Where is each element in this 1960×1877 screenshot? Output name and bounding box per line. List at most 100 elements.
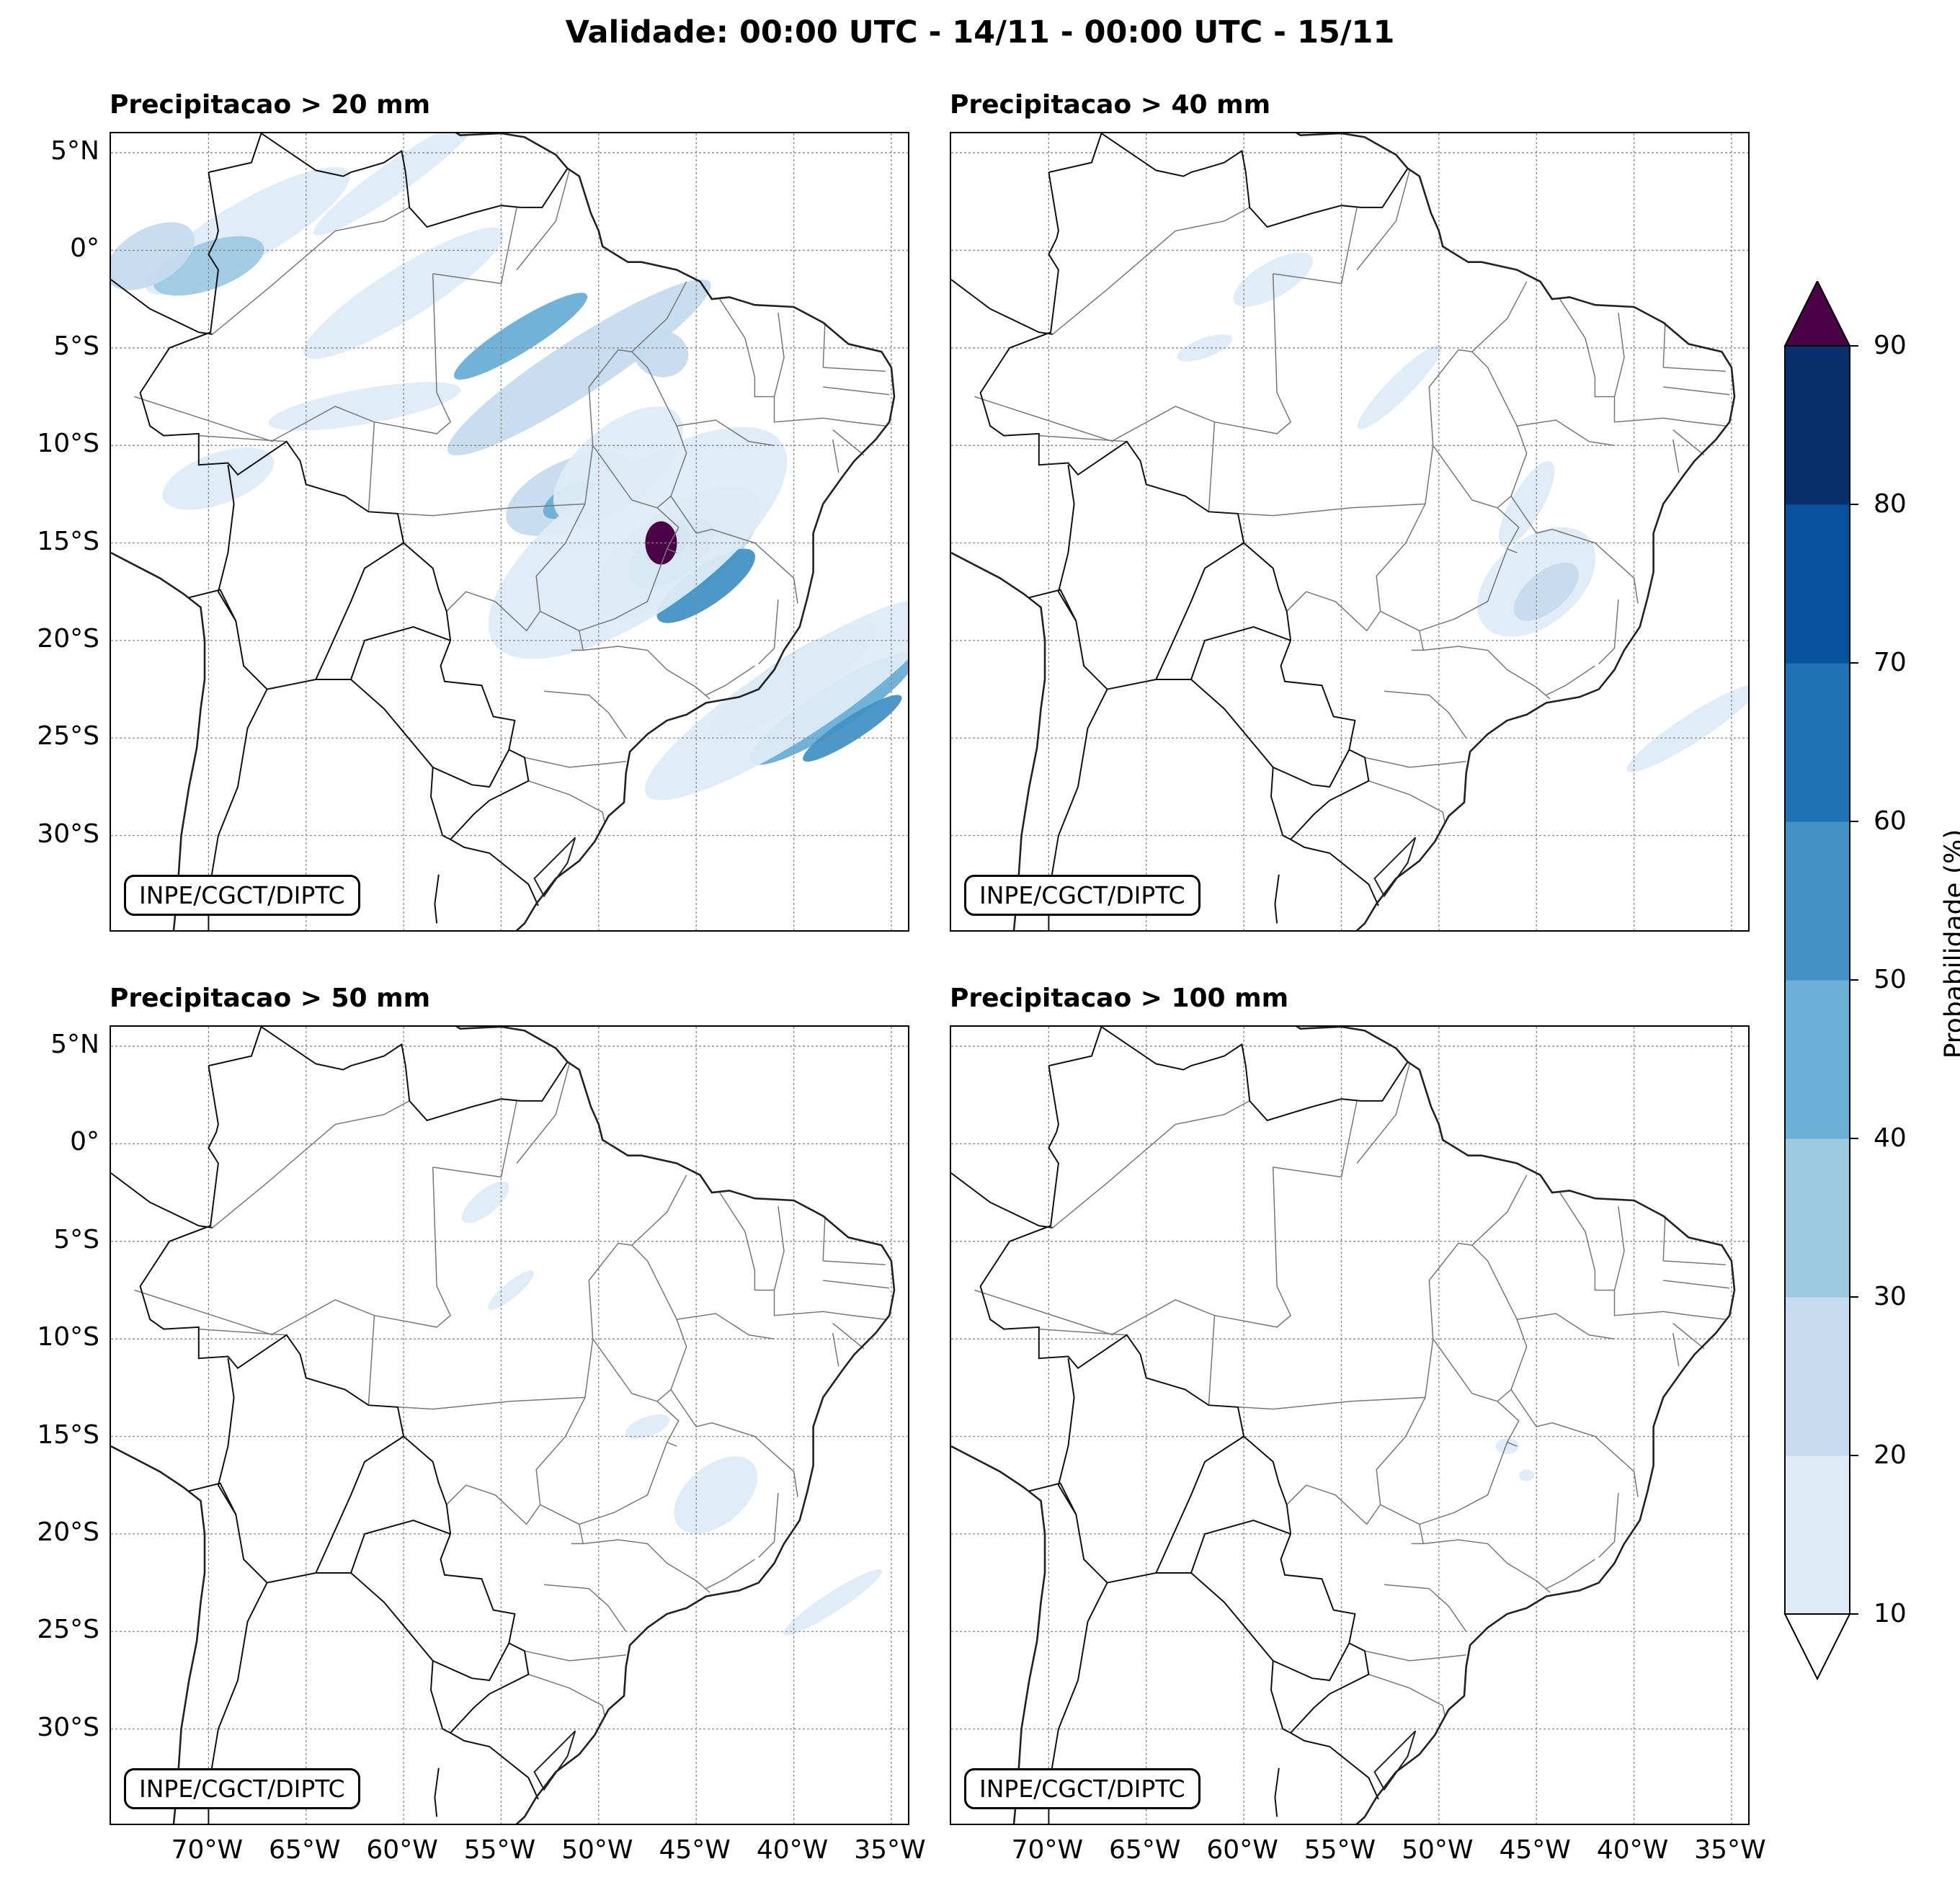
- state-boundary: [1672, 439, 1680, 473]
- state-boundary: [1613, 1290, 1726, 1320]
- credit-label: INPE/CGCT/DIPTC: [964, 875, 1200, 916]
- colorbar-tick-label: 90: [1874, 331, 1907, 360]
- coastline: [111, 551, 206, 930]
- probability-area: [1518, 1469, 1535, 1481]
- state-boundary: [446, 1484, 541, 1525]
- country-border: [1057, 1358, 1244, 1584]
- coastline: [951, 551, 1046, 930]
- state-boundary: [1662, 1216, 1666, 1261]
- country-border: [349, 1519, 510, 1682]
- state-boundary: [579, 1441, 677, 1525]
- state-boundary: [1423, 1539, 1551, 1593]
- country-border: [1270, 1660, 1291, 1734]
- country-border: [189, 589, 237, 622]
- state-boundary: [543, 1584, 627, 1632]
- state-boundary: [374, 1167, 452, 1328]
- state-boundary: [676, 419, 775, 446]
- state-boundary: [270, 1299, 375, 1406]
- probability-area: [461, 1181, 509, 1223]
- country-border: [951, 279, 1053, 335]
- state-boundary: [670, 496, 798, 604]
- colorbar-tick-mark: [1850, 662, 1858, 664]
- probability-area: [488, 1270, 534, 1310]
- probability-area: [453, 293, 588, 380]
- longitude-tick-label: 50°W: [1402, 1835, 1474, 1865]
- lagoon-outline: [1373, 837, 1417, 898]
- latitude-tick-label: 5°S: [53, 1224, 99, 1254]
- state-boundary: [670, 1389, 798, 1497]
- state-boundary: [1286, 1484, 1381, 1525]
- probability-area: [633, 330, 689, 378]
- state-boundary: [588, 1242, 687, 1402]
- probability-area: [488, 427, 788, 659]
- state-boundary: [524, 757, 626, 768]
- state-boundary: [134, 1289, 273, 1336]
- latitude-tick-label: 20°S: [37, 1517, 99, 1547]
- state-boundary: [1471, 1174, 1528, 1246]
- state-boundary: [134, 396, 273, 442]
- probability-area: [447, 279, 711, 456]
- state-boundary: [1471, 1393, 1520, 1443]
- colorbar-segment: [1785, 663, 1850, 822]
- colorbar-tick-label: 50: [1874, 965, 1907, 994]
- state-boundary: [676, 1313, 775, 1339]
- state-boundary: [1419, 1441, 1518, 1525]
- state-boundary: [583, 646, 710, 700]
- colorbar-tick-mark: [1850, 1613, 1858, 1615]
- colorbar-tick-mark: [1850, 979, 1858, 981]
- map-canvas: [951, 1027, 1748, 1824]
- credit-label: INPE/CGCT/DIPTC: [124, 875, 360, 916]
- probability-area: [803, 695, 902, 762]
- country-border: [1274, 874, 1280, 924]
- probability-area: [313, 133, 475, 236]
- figure-title: Validade: 00:00 UTC - 14/11 - 00:00 UTC …: [565, 14, 1395, 50]
- longitude-tick-label: 35°W: [854, 1835, 926, 1865]
- state-boundary: [1376, 504, 1426, 651]
- longitude-tick-label: 40°W: [756, 1835, 829, 1865]
- country-border: [951, 1172, 1053, 1229]
- state-boundary: [832, 439, 839, 473]
- credit-label: INPE/CGCT/DIPTC: [964, 1768, 1200, 1809]
- country-border: [1057, 465, 1244, 690]
- state-boundary: [1110, 406, 1216, 512]
- probability-area: [111, 222, 195, 290]
- state-boundary: [823, 367, 886, 373]
- state-boundary: [1510, 496, 1639, 604]
- latitude-tick-label: 10°S: [37, 1322, 99, 1352]
- state-boundary: [1663, 1260, 1726, 1266]
- state-boundary: [1663, 367, 1726, 373]
- map-panel: INPE/CGCT/DIPTC: [950, 1025, 1750, 1825]
- state-boundary: [1208, 1337, 1473, 1410]
- longitude-tick-label: 55°W: [463, 1835, 536, 1865]
- probability-area: [553, 406, 683, 524]
- state-boundary: [1598, 1492, 1619, 1558]
- state-boundary: [1672, 429, 1705, 456]
- country-border: [217, 465, 404, 690]
- colorbar-tick-mark: [1850, 1296, 1858, 1298]
- longitude-tick-label: 70°W: [171, 1835, 244, 1865]
- colorbar-segment: [1785, 346, 1850, 505]
- latitude-tick-label: 0°: [70, 1127, 99, 1157]
- country-border: [111, 279, 213, 335]
- country-border: [139, 1065, 539, 1800]
- state-boundary: [758, 599, 779, 664]
- colorbar-tick-label: 80: [1874, 489, 1907, 519]
- latitude-tick-label: 25°S: [37, 1615, 99, 1645]
- credit-label: INPE/CGCT/DIPTC: [124, 1768, 360, 1809]
- country-border: [1274, 1767, 1280, 1817]
- state-boundary: [1516, 1313, 1615, 1339]
- colorbar-segment: [1785, 1138, 1850, 1298]
- state-boundary: [1052, 207, 1250, 335]
- colorbar-tick-label: 40: [1874, 1123, 1907, 1153]
- state-boundary: [705, 1559, 755, 1590]
- state-boundary: [631, 1393, 680, 1443]
- colorbar-tick-label: 30: [1874, 1282, 1907, 1311]
- state-boundary: [832, 429, 865, 456]
- map-panel: INPE/CGCT/DIPTC: [950, 132, 1750, 932]
- state-boundary: [1663, 386, 1730, 396]
- longitude-tick-label: 50°W: [561, 1835, 633, 1865]
- state-boundary: [1384, 1584, 1467, 1632]
- state-boundary: [1559, 1192, 1625, 1291]
- panel-title: Precipitacao > 100 mm: [950, 984, 1289, 1013]
- country-border: [429, 1660, 451, 1734]
